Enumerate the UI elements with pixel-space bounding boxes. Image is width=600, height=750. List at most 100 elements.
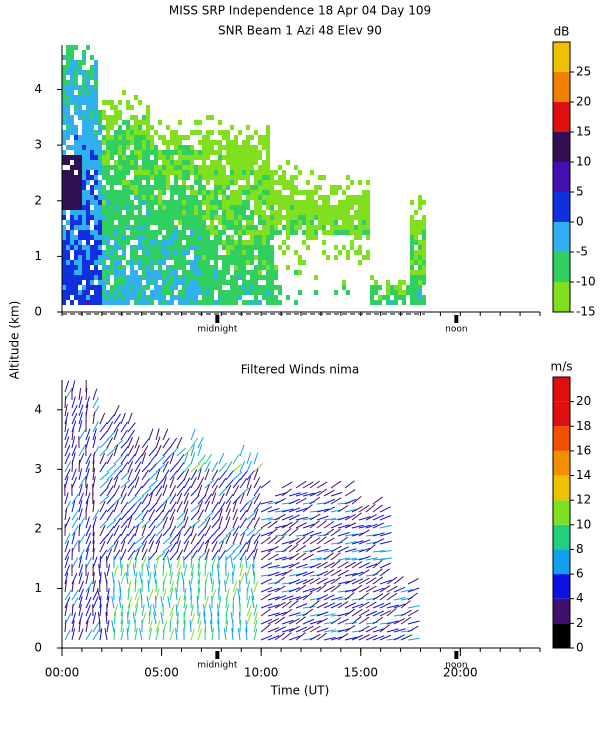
wind-vector xyxy=(358,555,371,561)
snr-cell xyxy=(246,135,250,140)
wind-vector xyxy=(113,404,120,417)
wind-vector xyxy=(134,511,144,521)
snr-cell xyxy=(206,130,210,135)
snr-cell xyxy=(234,145,238,150)
snr-cell xyxy=(302,260,306,265)
snr-cell xyxy=(262,225,266,230)
snr-cell xyxy=(102,175,106,180)
wind-vector xyxy=(71,468,77,481)
snr-cell xyxy=(98,290,102,295)
snr-cell xyxy=(230,145,234,150)
wind-vector xyxy=(211,563,214,577)
snr-cell xyxy=(74,220,78,225)
snr-cell xyxy=(250,150,254,155)
snr-cell xyxy=(278,245,282,250)
snr-cell xyxy=(238,220,242,225)
wind-vector xyxy=(127,549,136,561)
snr-cell xyxy=(142,155,146,160)
wind-vector xyxy=(155,455,166,465)
snr-cell xyxy=(346,225,350,230)
snr-cell xyxy=(154,180,158,185)
snr-cell xyxy=(226,150,230,155)
wind-vector xyxy=(323,562,335,569)
wind-vector xyxy=(218,452,225,465)
wind-vector xyxy=(64,412,69,425)
snr-cell xyxy=(242,155,246,160)
wind-vector xyxy=(169,604,175,617)
wind-vector xyxy=(281,521,293,529)
snr-cell xyxy=(254,245,258,250)
wind-vector xyxy=(64,619,67,633)
snr-cell xyxy=(422,270,426,275)
snr-cell xyxy=(74,195,78,200)
snr-cell xyxy=(162,185,166,190)
wind-vector xyxy=(64,436,70,449)
snr-cell xyxy=(294,270,298,275)
snr-cell xyxy=(94,105,98,110)
wind-vector xyxy=(232,508,238,521)
wind-vector xyxy=(169,534,178,545)
snr-cell xyxy=(106,165,110,170)
wind-vector xyxy=(141,493,149,505)
wind-vector xyxy=(78,620,81,633)
wind-vector xyxy=(85,436,90,449)
snr-cell xyxy=(342,225,346,230)
snr-cell xyxy=(126,190,130,195)
snr-cell xyxy=(110,290,114,295)
snr-cell xyxy=(418,280,422,285)
snr-cell xyxy=(346,185,350,190)
snr-cell xyxy=(118,165,122,170)
snr-cell xyxy=(346,200,350,205)
wind-vector xyxy=(250,588,255,601)
snr-cell xyxy=(110,185,114,190)
snr-cell xyxy=(278,205,282,210)
snr-cell xyxy=(70,170,74,175)
wind-vector xyxy=(162,494,172,505)
wind-vector xyxy=(379,515,392,521)
wind-vector xyxy=(225,611,228,625)
snr-cell xyxy=(70,65,74,70)
wind-vector xyxy=(190,533,197,545)
wind-vector xyxy=(190,564,195,577)
snr-cell xyxy=(86,145,90,150)
snr-cell xyxy=(290,185,294,190)
snr-cell xyxy=(242,230,246,235)
wind-vector xyxy=(316,520,327,529)
colorbar-tick-label: 0 xyxy=(576,215,584,229)
snr-cell xyxy=(262,220,266,225)
wind-vector xyxy=(106,564,111,577)
snr-cell xyxy=(62,95,66,100)
wind-vector xyxy=(309,537,321,545)
wind-vector xyxy=(155,556,160,569)
snr-cell xyxy=(86,280,90,285)
snr-cell xyxy=(70,185,74,190)
wind-vector xyxy=(148,462,158,473)
snr-cell xyxy=(106,225,110,230)
snr-cell xyxy=(246,185,250,190)
snr-cell xyxy=(226,205,230,210)
wind-vector xyxy=(162,535,173,545)
snr-cell xyxy=(98,150,102,155)
wind-vector xyxy=(120,421,128,433)
snr-cell xyxy=(106,265,110,270)
snr-cell xyxy=(66,200,70,205)
snr-cell xyxy=(190,165,194,170)
wind-vector xyxy=(155,436,161,449)
wind-vector xyxy=(127,422,136,433)
wind-vector xyxy=(232,603,235,617)
snr-cell xyxy=(154,275,158,280)
snr-cell xyxy=(198,180,202,185)
y-tick-label: 2 xyxy=(34,521,42,535)
snr-cell xyxy=(74,45,78,50)
wind-vector xyxy=(120,501,129,513)
snr-cell xyxy=(422,225,426,230)
snr-cell xyxy=(318,175,322,180)
snr-cell xyxy=(222,255,226,260)
snr-cell xyxy=(202,145,206,150)
snr-cell xyxy=(74,75,78,80)
snr-cell xyxy=(146,145,150,150)
wind-vector xyxy=(316,617,328,625)
wind-vector xyxy=(281,619,294,625)
snr-cell xyxy=(198,140,202,145)
wind-vector xyxy=(407,637,420,641)
